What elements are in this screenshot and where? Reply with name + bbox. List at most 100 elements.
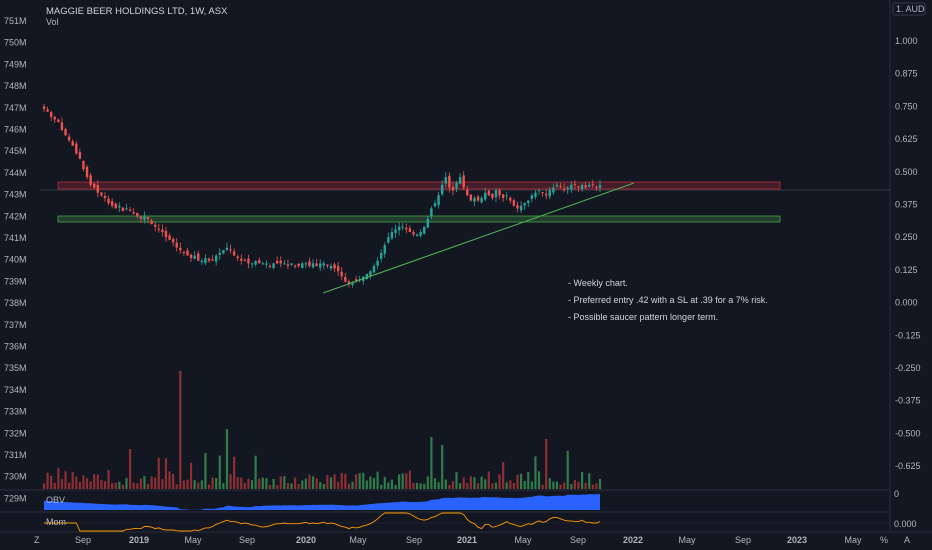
time-tick-label: Sep (570, 535, 586, 545)
volume-bar (566, 450, 569, 489)
volume-bar (193, 480, 196, 489)
candle-body (232, 251, 236, 256)
volume-bar (222, 483, 225, 489)
volume-bar (444, 479, 447, 489)
time-tick-label: May (349, 535, 367, 545)
volume-bar (297, 483, 300, 489)
volume-bar (354, 474, 358, 489)
candle-body (161, 229, 164, 232)
volume-bar (215, 478, 218, 489)
volume-tick-label: 729M (4, 493, 27, 503)
candle-body (311, 263, 315, 268)
time-axis[interactable]: Sep 2019 May Sep 2020 May Sep 2021 May Sep 2022 May… (75, 535, 862, 545)
candle-body (419, 231, 422, 236)
candle-body (383, 245, 386, 254)
candle-body (322, 263, 325, 266)
candle-body (85, 166, 89, 178)
volume-tick-label: 736M (4, 342, 27, 352)
volume-bar (146, 483, 150, 489)
volume-bar (308, 474, 311, 489)
volume-bar (362, 472, 365, 489)
candle-body (412, 232, 415, 235)
candle-body (204, 258, 207, 264)
candle-body (110, 201, 114, 206)
time-tick-label: May (844, 535, 862, 545)
time-tick-label: May (514, 535, 532, 545)
resistance-zone[interactable] (57, 181, 781, 190)
volume-bar (437, 482, 440, 489)
volume-bar (527, 472, 530, 489)
candle-body (333, 264, 336, 269)
ascending-trendline[interactable] (322, 182, 635, 294)
candle-body (458, 177, 462, 184)
candle-body (379, 252, 383, 259)
volume-bar (168, 471, 171, 489)
candle-body (150, 220, 153, 225)
volume-bar (591, 484, 594, 489)
volume-bar (50, 475, 53, 489)
candle-body (189, 254, 193, 259)
volume-bar (430, 437, 433, 489)
volume-bar (340, 472, 343, 489)
candle-body (484, 192, 487, 200)
candle-body (265, 263, 268, 265)
candle-body (580, 184, 584, 190)
volume-tick-label: 738M (4, 298, 27, 308)
volume-axis: 751M 750M 749M 748M 747M 746M 745M 744M 743M 742M… (4, 16, 27, 503)
volume-bar (179, 371, 182, 489)
volume-bar (505, 482, 508, 489)
scale-mode-percent[interactable]: % (880, 535, 888, 545)
candle-body (275, 260, 279, 264)
time-tick-label: 2022 (623, 535, 643, 545)
candle-body (154, 224, 157, 227)
volume-bar (283, 476, 286, 489)
support-zone[interactable] (57, 215, 781, 223)
volume-tick-label: 730M (4, 472, 27, 482)
candle-body (308, 261, 311, 266)
volume-tick-label: 734M (4, 385, 27, 395)
price-axis[interactable]: 1.000 0.875 0.750 0.625 0.500 0.375 0.250 0.125… (895, 36, 921, 471)
volume-bar (68, 482, 71, 489)
candle-body (509, 197, 512, 201)
candle-body (42, 106, 46, 110)
candle-body (222, 250, 225, 254)
volume-bar (423, 483, 426, 489)
candle-body (171, 239, 175, 243)
obv-area (44, 494, 600, 510)
volume-bar (60, 479, 64, 489)
volume-bar (182, 480, 185, 489)
volume-bar (588, 473, 591, 489)
volume-bar (580, 472, 584, 489)
volume-bar (365, 480, 368, 489)
candle-body (530, 195, 534, 199)
volume-bar (487, 471, 490, 489)
candle-body (78, 152, 82, 159)
volume-bar (344, 473, 347, 489)
volume-bar (412, 482, 415, 489)
currency-badge[interactable] (892, 2, 926, 16)
candle-body (243, 260, 247, 262)
price-tick-label: 0.750 (895, 101, 918, 111)
time-tick-label: 2023 (787, 535, 807, 545)
candle-body (89, 175, 92, 185)
candle-body (125, 208, 128, 210)
candle-body (552, 187, 555, 193)
candle-body (136, 213, 139, 217)
candle-body (451, 186, 455, 191)
candle-body (480, 197, 483, 203)
candle-body (49, 112, 53, 117)
candle-body (250, 263, 254, 265)
candle-body (254, 260, 257, 265)
candle-body (200, 260, 204, 263)
scale-mode-auto[interactable]: A (904, 535, 910, 545)
candle-body (369, 271, 372, 277)
mom-zero-tick: 0.000 (894, 519, 917, 529)
volume-bar (480, 476, 483, 489)
volume-bar (272, 478, 275, 489)
scale-mode-z[interactable]: Z (34, 535, 40, 545)
volume-bar (476, 483, 480, 489)
volume-bar (211, 477, 214, 489)
candle-body (214, 255, 218, 262)
candle-body (423, 226, 426, 234)
